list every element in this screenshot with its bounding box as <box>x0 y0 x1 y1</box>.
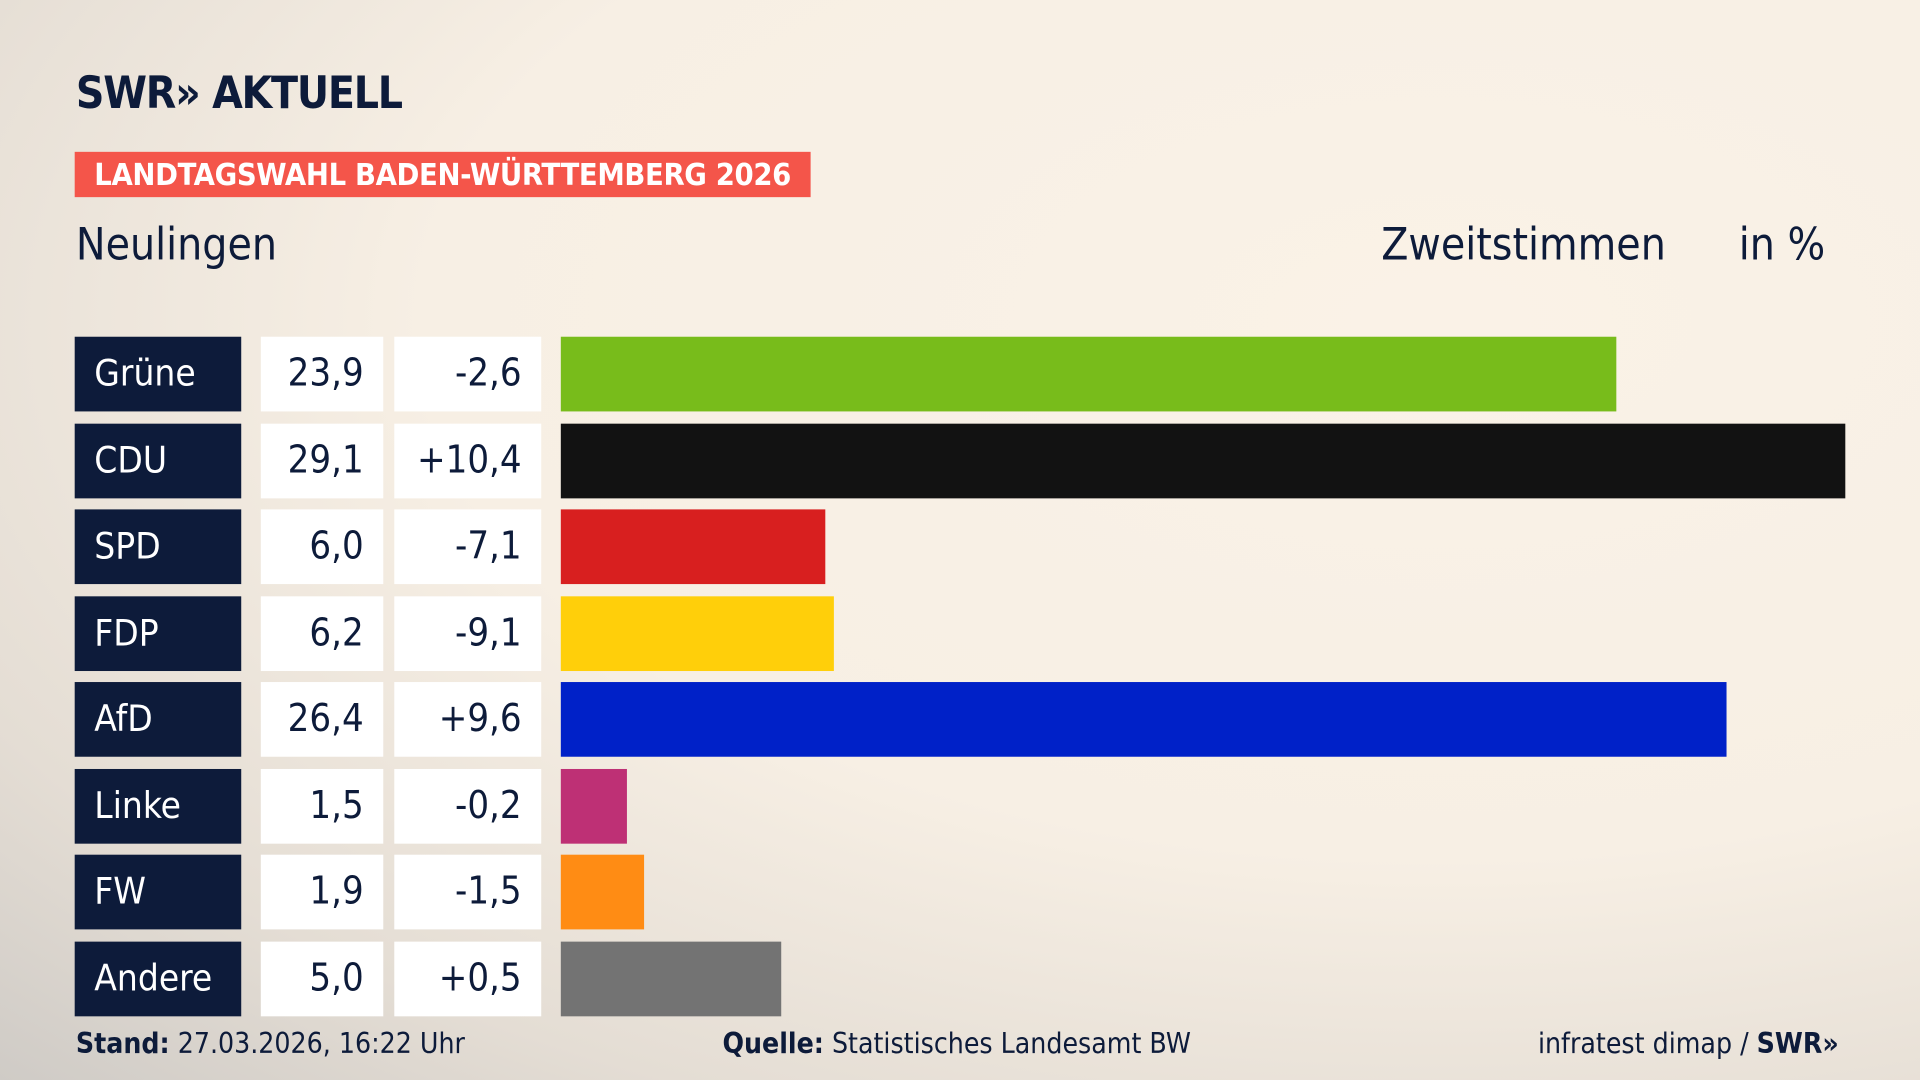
value-label: 29,1 <box>260 423 384 498</box>
value-label: 23,9 <box>260 336 384 412</box>
swr-aktuell-logo: SWR» AKTUELL <box>75 68 403 119</box>
timestamp: Stand: 27.03.2026, 16:22 Uhr <box>76 1029 465 1061</box>
party-row: Grüne 23,9 -2,6 <box>0 336 1920 412</box>
change-label: -2,6 <box>394 336 542 412</box>
party-row: SPD 6,0 -7,1 <box>0 509 1920 585</box>
swr-logo: SWR» <box>1756 1028 1839 1061</box>
bar <box>560 682 1727 757</box>
value-label: 1,9 <box>260 854 384 930</box>
party-row: CDU 29,1 +10,4 <box>0 423 1920 498</box>
change-label: -9,1 <box>394 595 542 671</box>
bar <box>560 423 1846 498</box>
party-name: Andere <box>74 941 242 1016</box>
party-name: Grüne <box>74 336 242 412</box>
value-label: 5,0 <box>260 941 384 1016</box>
source-label: Quelle: <box>722 1028 824 1061</box>
credit: infratest dimap / SWR» <box>1538 1029 1839 1061</box>
party-name: FW <box>74 854 242 930</box>
place-title: Neulingen <box>75 220 278 271</box>
bar <box>560 854 645 930</box>
value-label: 1,5 <box>260 768 384 844</box>
stand-label: Stand: <box>75 1028 170 1061</box>
party-name: CDU <box>74 423 242 498</box>
source-value: Statistisches Landesamt BW <box>823 1028 1191 1061</box>
bar <box>560 768 628 844</box>
party-row: AfD 26,4 +9,6 <box>0 682 1920 757</box>
change-label: -0,2 <box>394 768 542 844</box>
party-name: SPD <box>74 509 242 585</box>
change-label: -7,1 <box>394 509 542 585</box>
change-label: +9,6 <box>394 682 542 757</box>
change-label: +10,4 <box>394 423 542 498</box>
value-label: 26,4 <box>260 682 384 757</box>
unit-label: in % <box>1738 220 1826 271</box>
party-name: AfD <box>74 682 242 757</box>
bar <box>560 941 782 1016</box>
election-banner: LANDTAGSWAHL BADEN-WÜRTTEMBERG 2026 <box>74 151 811 198</box>
party-row: Linke 1,5 -0,2 <box>0 768 1920 844</box>
stand-value: 27.03.2026, 16:22 Uhr <box>169 1028 465 1061</box>
value-label: 6,0 <box>260 509 384 585</box>
bar <box>560 509 826 585</box>
source: Quelle: Statistisches Landesamt BW <box>722 1029 1190 1061</box>
party-row: FW 1,9 -1,5 <box>0 854 1920 930</box>
value-label: 6,2 <box>260 595 384 671</box>
change-label: -1,5 <box>394 854 542 930</box>
party-name: FDP <box>74 595 242 671</box>
party-row: Andere 5,0 +0,5 <box>0 941 1920 1016</box>
party-row: FDP 6,2 -9,1 <box>0 595 1920 671</box>
bar <box>560 595 835 671</box>
party-name: Linke <box>74 768 242 844</box>
credit-text: infratest dimap / <box>1537 1028 1757 1061</box>
measure-label: Zweitstimmen <box>1381 220 1666 271</box>
bar <box>560 336 1616 412</box>
change-label: +0,5 <box>394 941 542 1016</box>
